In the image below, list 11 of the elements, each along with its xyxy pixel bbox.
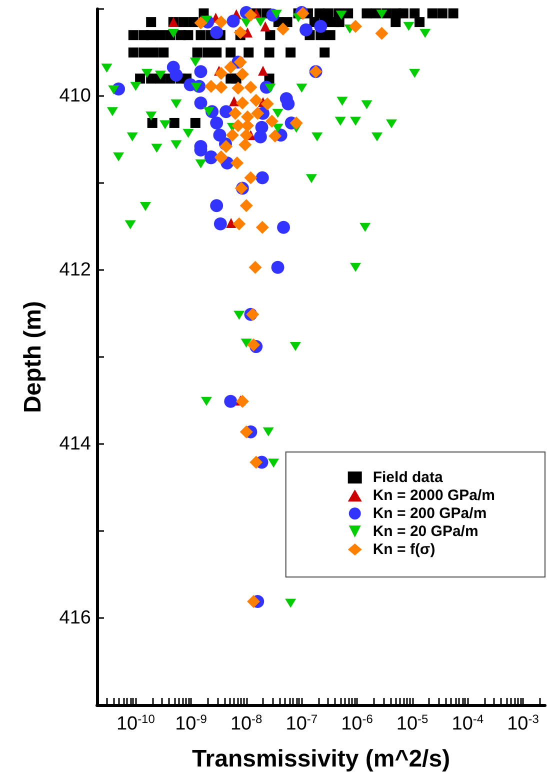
y-tick-label: 416 (59, 608, 91, 628)
legend-label: Field data (372, 469, 444, 486)
x-axis-title: Transmissivity (m^2/s) (192, 746, 450, 772)
y-axis-title: Depth (m) (20, 301, 46, 413)
y-tick-label: 414 (59, 434, 92, 454)
legend-label: Kn = 2000 GPa/m (372, 487, 496, 504)
y-tick-label: 410 (59, 86, 91, 106)
legend-label: Kn = 20 GPa/m (372, 523, 478, 540)
legend-label: Kn = f(σ) (372, 541, 436, 558)
y-tick-label: 412 (59, 260, 91, 280)
legend-label: Kn = 200 GPa/m (372, 505, 487, 522)
